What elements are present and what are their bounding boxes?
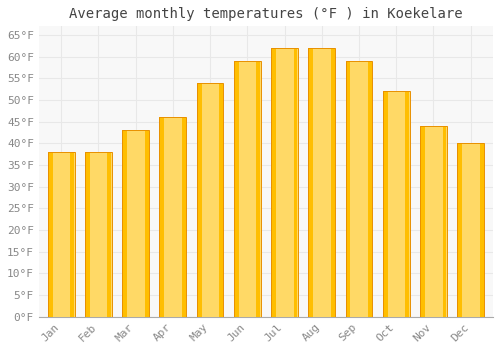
- Bar: [442, 126, 446, 317]
- Bar: [160, 117, 164, 317]
- Bar: [48, 152, 74, 317]
- Bar: [346, 61, 372, 317]
- Bar: [308, 48, 335, 317]
- Bar: [406, 91, 409, 317]
- Bar: [308, 48, 313, 317]
- Bar: [122, 130, 127, 317]
- Bar: [294, 48, 298, 317]
- Bar: [368, 61, 372, 317]
- Bar: [383, 91, 388, 317]
- Bar: [196, 83, 224, 317]
- Bar: [160, 117, 186, 317]
- Bar: [234, 61, 260, 317]
- Bar: [458, 144, 484, 317]
- Bar: [256, 61, 260, 317]
- Bar: [196, 83, 224, 317]
- Bar: [420, 126, 447, 317]
- Bar: [271, 48, 298, 317]
- Bar: [346, 61, 350, 317]
- Bar: [70, 152, 74, 317]
- Bar: [308, 48, 335, 317]
- Bar: [219, 83, 223, 317]
- Bar: [383, 91, 409, 317]
- Bar: [160, 117, 186, 317]
- Bar: [346, 61, 372, 317]
- Bar: [122, 130, 149, 317]
- Title: Average monthly temperatures (°F ) in Koekelare: Average monthly temperatures (°F ) in Ko…: [69, 7, 462, 21]
- Bar: [234, 61, 260, 317]
- Bar: [420, 126, 447, 317]
- Bar: [480, 144, 484, 317]
- Bar: [122, 130, 149, 317]
- Bar: [85, 152, 112, 317]
- Bar: [144, 130, 148, 317]
- Bar: [196, 83, 202, 317]
- Bar: [234, 61, 238, 317]
- Bar: [271, 48, 298, 317]
- Bar: [48, 152, 74, 317]
- Bar: [331, 48, 334, 317]
- Bar: [458, 144, 462, 317]
- Bar: [383, 91, 409, 317]
- Bar: [182, 117, 186, 317]
- Bar: [48, 152, 52, 317]
- Bar: [271, 48, 276, 317]
- Bar: [108, 152, 112, 317]
- Bar: [85, 152, 112, 317]
- Bar: [85, 152, 90, 317]
- Bar: [458, 144, 484, 317]
- Bar: [420, 126, 425, 317]
